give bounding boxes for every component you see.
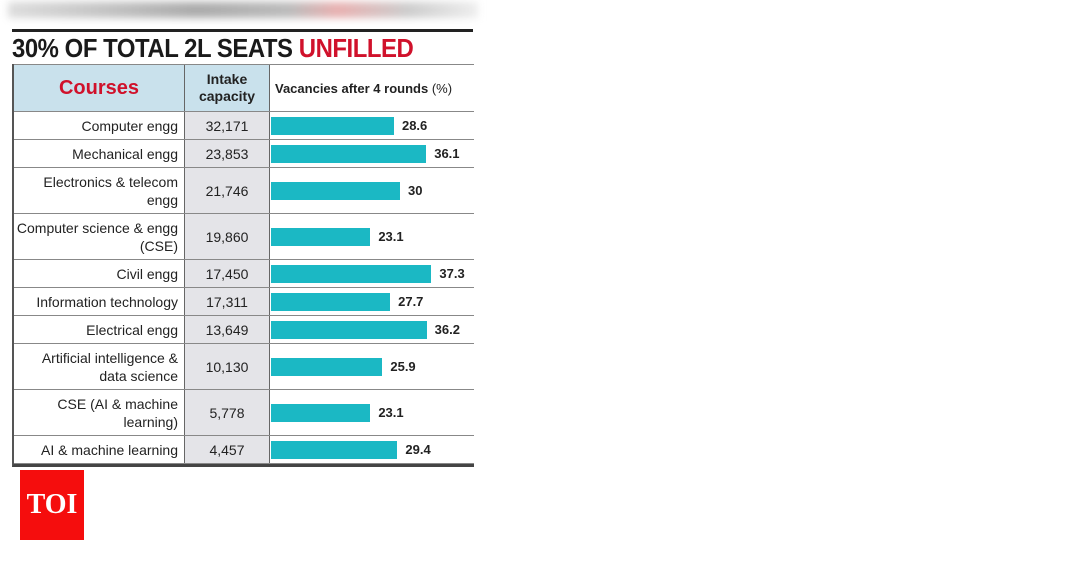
vacancy-bar xyxy=(271,181,400,200)
vacancy-cell: 36.2 xyxy=(270,316,474,343)
table-row: Artificial intelligence & data science 1… xyxy=(14,344,474,390)
vacancy-bar xyxy=(271,320,427,339)
course-name: Artificial intelligence & data science xyxy=(14,344,185,389)
vacancy-bar xyxy=(271,292,391,311)
vacancy-label: 23.1 xyxy=(378,405,404,420)
vacancy-label: 37.3 xyxy=(439,266,465,281)
vacancy-label: 29.4 xyxy=(405,442,431,457)
course-name: Computer engg xyxy=(14,112,185,139)
header-intake: Intake capacity xyxy=(185,65,270,111)
course-name: Electronics & telecom engg xyxy=(14,168,185,213)
vacancy-cell: 30 xyxy=(270,168,474,213)
vacancy-bar xyxy=(271,440,398,459)
chart-title: 30% OF TOTAL 2L SEATS UNFILLED xyxy=(12,33,414,64)
course-name: Information technology xyxy=(14,288,185,315)
vacancy-label: 36.1 xyxy=(434,146,460,161)
vacancy-cell: 23.1 xyxy=(270,390,474,435)
vacancy-cell: 28.6 xyxy=(270,112,474,139)
vacancy-cell: 37.3 xyxy=(270,260,474,287)
intake-value: 23,853 xyxy=(185,140,270,167)
intake-value: 17,311 xyxy=(185,288,270,315)
table-row: Computer engg 32,171 28.6 xyxy=(14,112,474,140)
intake-value: 21,746 xyxy=(185,168,270,213)
vacancy-label: 23.1 xyxy=(378,229,404,244)
intake-value: 5,778 xyxy=(185,390,270,435)
vacancy-label: 25.9 xyxy=(390,359,416,374)
title-main: 30% OF TOTAL 2L SEATS xyxy=(12,33,293,63)
vacancy-bar xyxy=(271,227,371,246)
table-header: Courses Intake capacity Vacancies after … xyxy=(14,64,474,112)
vacancy-bar xyxy=(271,144,427,163)
intake-value: 13,649 xyxy=(185,316,270,343)
vacancy-label: 28.6 xyxy=(401,118,428,133)
vacancy-cell: 29.4 xyxy=(270,436,474,463)
course-name: Civil engg xyxy=(14,260,185,287)
intake-value: 10,130 xyxy=(185,344,270,389)
vacancy-bar xyxy=(271,264,432,283)
vacancy-cell: 36.1 xyxy=(270,140,474,167)
vacancy-label: 36.2 xyxy=(434,322,460,337)
table-row: Computer science & engg (CSE) 19,860 23.… xyxy=(14,214,474,260)
intake-value: 32,171 xyxy=(185,112,270,139)
vacancy-bar xyxy=(271,403,371,422)
intake-value: 19,860 xyxy=(185,214,270,259)
data-table: Courses Intake capacity Vacancies after … xyxy=(12,64,474,467)
course-name: Mechanical engg xyxy=(14,140,185,167)
blurred-header-strip xyxy=(8,2,478,18)
table-row: Electronics & telecom engg 21,746 30 xyxy=(14,168,474,214)
vacancy-bar xyxy=(271,116,394,135)
intake-value: 17,450 xyxy=(185,260,270,287)
table-row: CSE (AI & machine learning) 5,778 23.1 xyxy=(14,390,474,436)
header-unit: (%) xyxy=(431,80,453,96)
header-vacancies: Vacancies after 4 rounds (%) xyxy=(270,65,474,111)
table-row: Information technology 17,311 27.7 xyxy=(14,288,474,316)
vacancy-bar xyxy=(271,357,383,376)
course-name: Electrical engg xyxy=(14,316,185,343)
table-row: AI & machine learning 4,457 29.4 xyxy=(14,436,474,464)
vacancy-cell: 23.1 xyxy=(270,214,474,259)
table-row: Electrical engg 13,649 36.2 xyxy=(14,316,474,344)
vacancy-cell: 27.7 xyxy=(270,288,474,315)
table-row: Mechanical engg 23,853 36.1 xyxy=(14,140,474,168)
course-name: AI & machine learning xyxy=(14,436,185,463)
course-name: CSE (AI & machine learning) xyxy=(14,390,185,435)
vacancy-cell: 25.9 xyxy=(270,344,474,389)
vacancy-label: 27.7 xyxy=(398,294,424,309)
table-row: Civil engg 17,450 37.3 xyxy=(14,260,474,288)
course-name: Computer science & engg (CSE) xyxy=(14,214,185,259)
title-rule xyxy=(12,29,473,32)
title-highlight: UNFILLED xyxy=(298,33,414,63)
header-courses: Courses xyxy=(14,65,185,111)
intake-value: 4,457 xyxy=(185,436,270,463)
toi-logo: TOI xyxy=(20,470,84,540)
header-vacancies-label: Vacancies after 4 rounds xyxy=(275,80,429,96)
vacancy-label: 30 xyxy=(408,183,423,198)
